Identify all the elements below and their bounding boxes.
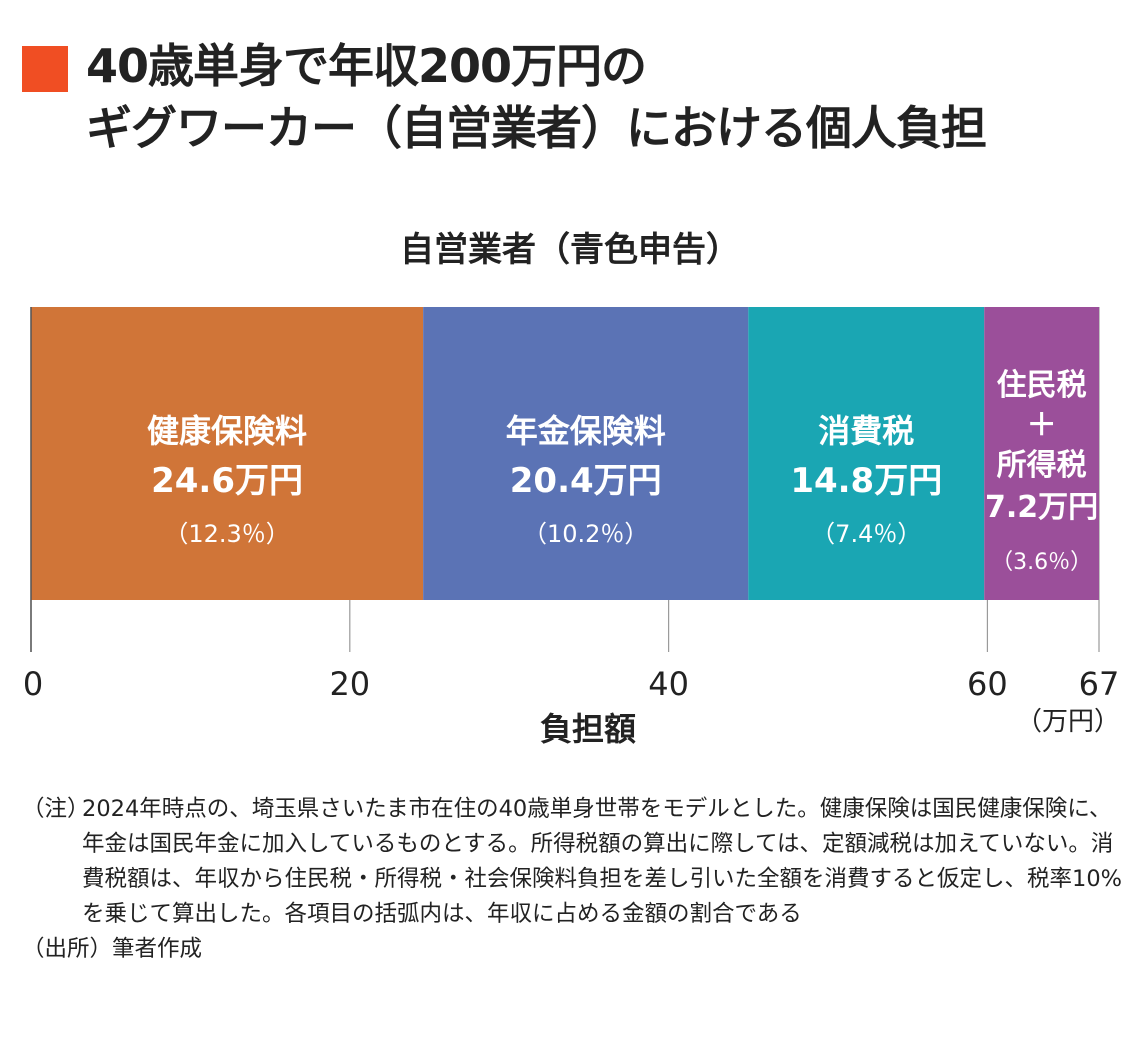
chart-title: 自営業者（青色申告）	[400, 230, 740, 270]
segment-label: ＋	[1027, 408, 1057, 443]
tick-label: 0	[23, 665, 43, 703]
source-label: （出所）	[22, 936, 113, 962]
data-label-value: 20.4万円	[510, 461, 662, 501]
notes-section: （注） 2024年時点の、埼玉県さいたま市在住の40歳単身世帯をモデルとした。健…	[22, 792, 1122, 967]
note-row: （注） 2024年時点の、埼玉県さいたま市在住の40歳単身世帯をモデルとした。健…	[22, 792, 1122, 932]
segment-label: 住民税	[997, 368, 1087, 403]
tick-label: 20	[329, 665, 370, 703]
bar-segment	[423, 307, 749, 600]
bar-segment	[31, 307, 424, 600]
page-title-line2: ギグワーカー（自営業者）における個人負担	[86, 101, 987, 155]
data-label-percent: （12.3％）	[164, 520, 289, 548]
data-label-value: 7.2万円	[985, 490, 1098, 525]
axis-unit-label: （万円）	[1016, 707, 1120, 737]
stacked-bar-chart: 健康保険料 24.6万円 （12.3％） 年金保険料 20.4万円 （10.2％） 消費税 1…	[23, 307, 1120, 748]
tick-label: 40	[648, 665, 689, 703]
data-label-value: 14.8万円	[790, 461, 942, 501]
segment-label: 年金保険料	[506, 412, 666, 450]
source-row: （出所） 筆者作成	[22, 932, 1122, 967]
segment-label: 消費税	[818, 412, 914, 450]
data-label-percent: （7.4％）	[811, 520, 921, 548]
title-accent-square	[22, 46, 68, 92]
note-label: （注）	[22, 796, 90, 822]
data-label-percent: （10.2％）	[523, 520, 648, 548]
note-text: 2024年時点の、埼玉県さいたま市在住の40歳単身世帯をモデルとした。健康保険は…	[82, 796, 1123, 927]
x-axis-label: 負担額	[540, 710, 636, 748]
tick-label: 67	[1079, 665, 1120, 703]
segment-label: 所得税	[997, 448, 1087, 483]
data-label-percent: （3.6％）	[991, 550, 1092, 575]
source-text: 筆者作成	[112, 936, 203, 962]
segment-label: 健康保険料	[147, 412, 307, 450]
bar-segment	[748, 307, 985, 600]
page-title-line1: 40歳単身で年収200万円の	[86, 39, 647, 93]
data-label-value: 24.6万円	[151, 461, 303, 501]
bar-segment	[984, 307, 1099, 600]
tick-label: 60	[967, 665, 1008, 703]
